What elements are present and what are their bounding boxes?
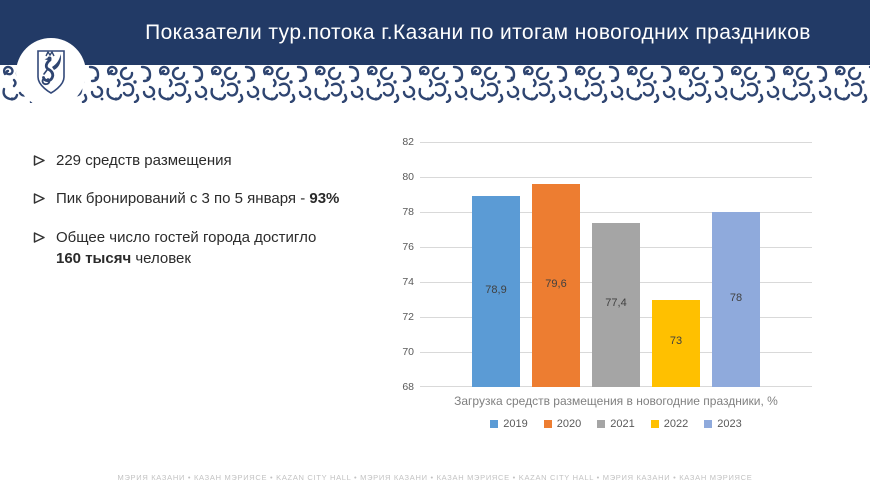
bar-value-label: 79,6 xyxy=(545,277,567,290)
gridline xyxy=(420,177,812,178)
legend-swatch xyxy=(543,420,552,428)
y-axis-tick-label: 70 xyxy=(402,346,414,358)
legend-label: 2019 xyxy=(503,418,528,430)
legend-swatch xyxy=(490,420,499,428)
bullet-text: Общее число гостей города достигло 160 ты… xyxy=(56,228,317,267)
occupancy-bar-chart: 68 70 72 74 76 78 80 82 78,9 79,6 77,4 73 78 Загруз… xyxy=(390,133,826,435)
bullet-arrow-icon xyxy=(33,193,45,205)
bullet-text: 229 средств размещения xyxy=(56,152,232,169)
y-axis-tick-label: 80 xyxy=(402,171,414,183)
bar-value-label: 78,9 xyxy=(485,283,507,296)
bullet-item: Общее число гостей города достигло 160 ты… xyxy=(33,227,371,270)
bullet-arrow-icon xyxy=(33,231,45,243)
legend-label: 2021 xyxy=(610,418,635,430)
legend-label: 2020 xyxy=(556,418,582,430)
kazan-emblem-logo xyxy=(15,37,87,109)
zilant-dragon-icon xyxy=(16,38,86,108)
header-bar: Показатели тур.потока г.Казани по итогам… xyxy=(0,0,870,65)
bullet-text: Пик бронирований с 3 по 5 января - 93% xyxy=(56,190,340,208)
footer-text: МЭРИЯ КАЗАНИ • КАЗАН МЭРИЯСЕ • KAZAN CIT… xyxy=(117,473,753,482)
bullet-item: Пик бронирований с 3 по 5 января - 93% xyxy=(33,188,371,209)
y-axis-tick-label: 82 xyxy=(402,136,414,148)
legend-item-2021: 2021 xyxy=(597,418,635,430)
bar-2021: 77,4 xyxy=(592,222,640,387)
legend-label: 2022 xyxy=(663,418,689,430)
y-axis-tick-label: 78 xyxy=(402,206,414,218)
legend-swatch xyxy=(597,420,606,428)
slide-title: Показатели тур.потока г.Казани по итогам… xyxy=(145,20,811,44)
ornament-pattern-band xyxy=(0,65,870,103)
y-axis-tick-label: 72 xyxy=(402,311,414,323)
y-axis-ticks: 68 70 72 74 76 78 80 82 xyxy=(390,136,414,393)
bar-value-label: 78 xyxy=(729,291,743,304)
legend-item-2023: 2023 xyxy=(704,418,742,430)
gridline xyxy=(420,142,812,143)
bullet-arrow-icon xyxy=(33,155,45,166)
ornament-pattern-svg xyxy=(0,65,870,103)
bar-2020: 79,6 xyxy=(532,184,580,387)
bar-value-label: 73 xyxy=(669,335,683,348)
chart-x-axis-title: Загрузка средств размещения в новогодние… xyxy=(454,394,778,408)
legend-label: 2023 xyxy=(717,418,742,430)
legend-item-2020: 2020 xyxy=(543,418,582,430)
y-axis-tick-label: 76 xyxy=(402,241,414,253)
gridline xyxy=(420,212,812,213)
legend-item-2019: 2019 xyxy=(490,418,528,430)
chart-legend: 2019 2020 2021 2022 2023 xyxy=(420,418,812,430)
bar-2023: 78 xyxy=(712,212,760,387)
bar-2022: 73 xyxy=(652,299,700,387)
legend-item-2022: 2022 xyxy=(650,418,689,430)
bar-2019: 78,9 xyxy=(472,196,520,387)
y-axis-tick-label: 74 xyxy=(402,276,414,288)
footer-bar: МЭРИЯ КАЗАНИ • КАЗАН МЭРИЯСЕ • KAZAN CIT… xyxy=(0,466,870,489)
bullet-list: 229 средств размещения Пик бронирований с… xyxy=(33,150,371,286)
legend-swatch xyxy=(650,420,659,428)
bar-value-label: 77,4 xyxy=(605,296,627,309)
chart-plot-area: 78,9 79,6 77,4 73 78 xyxy=(420,142,812,387)
bullet-item: 229 средств размещения xyxy=(33,150,371,171)
y-axis-tick-label: 68 xyxy=(402,381,414,393)
legend-swatch xyxy=(704,420,713,428)
